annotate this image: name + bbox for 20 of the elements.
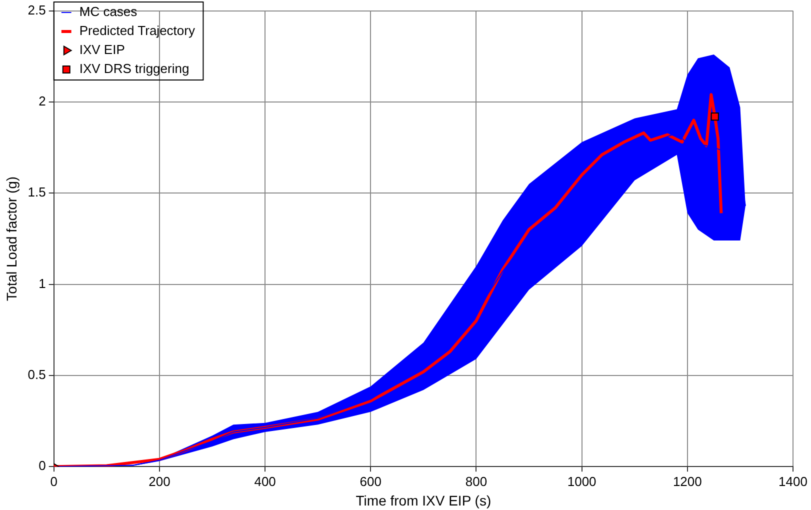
x-axis-title: Time from IXV EIP (s)	[356, 492, 492, 508]
legend-label: MC cases	[79, 4, 138, 20]
legend-label: IXV EIP	[79, 42, 125, 58]
x-tick-label: 1200	[672, 474, 702, 489]
y-tick-label: 2	[38, 94, 46, 109]
legend-label: Predicted Trajectory	[79, 23, 196, 38]
y-tick-label: 2.5	[28, 2, 46, 18]
x-tick-label: 1000	[567, 474, 596, 489]
legend-label: IXV DRS triggering	[79, 61, 190, 76]
x-tick-label: 800	[465, 474, 488, 489]
y-axis-title: Total Load factor (g)	[3, 176, 20, 301]
y-tick-label: 0.5	[28, 367, 46, 382]
x-tick-label: 0	[50, 474, 58, 489]
y-tick-label: 1.5	[28, 184, 46, 200]
x-tick-label: 600	[360, 474, 382, 489]
x-tick-label: 1400	[778, 474, 808, 489]
x-tick-label: 400	[254, 474, 276, 489]
y-tick-label: 1	[38, 276, 46, 291]
y-tick-label: 0	[38, 458, 46, 474]
x-tick-label: 200	[148, 474, 170, 489]
